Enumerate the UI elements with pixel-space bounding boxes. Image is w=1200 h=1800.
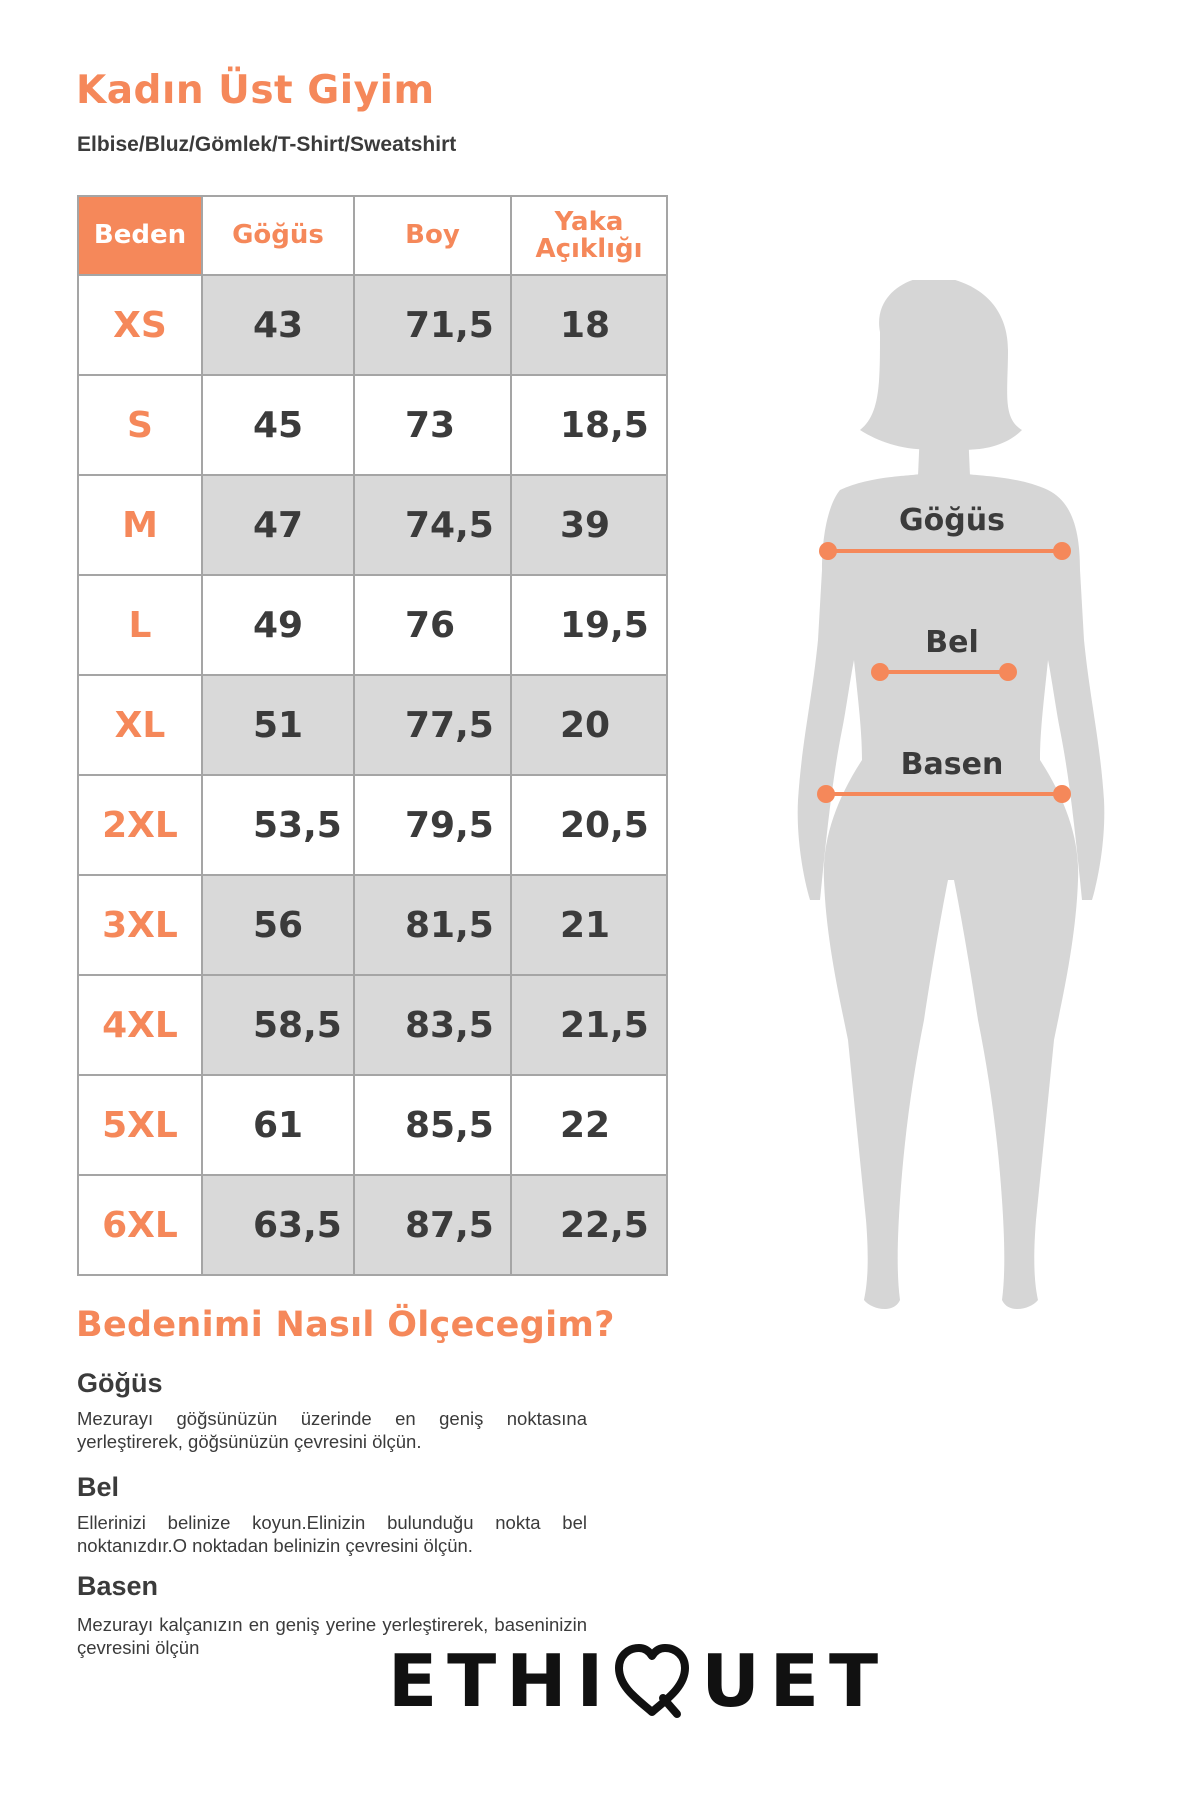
chest-label: Göğüs (899, 503, 1005, 538)
neck-cell: 21 (510, 874, 668, 976)
hip-heading: Basen (77, 1571, 159, 1601)
chest-measure-line (819, 542, 1071, 560)
length-cell: 71,5 (353, 274, 512, 376)
chest-cell: 47 (201, 474, 355, 576)
length-cell: 83,5 (353, 974, 512, 1076)
size-cell: 4XL (77, 974, 203, 1076)
table-row: 4XL 58,5 83,5 21,5 (77, 974, 668, 1076)
waist-instructions: Ellerinizi belinize koyun.Elinizin bulun… (77, 1512, 587, 1556)
chest-cell: 43 (201, 274, 355, 376)
size-cell: XS (77, 274, 203, 376)
table-row: S 45 73 18,5 (77, 374, 668, 476)
size-cell: 2XL (77, 774, 203, 876)
hip-label: Basen (901, 747, 1004, 782)
chest-cell: 56 (201, 874, 355, 976)
table-row: 2XL 53,5 79,5 20,5 (77, 774, 668, 876)
length-cell: 81,5 (353, 874, 512, 976)
page-subtitle: Elbise/Bluz/Gömlek/T-Shirt/Sweatshirt (77, 133, 457, 156)
neck-cell: 20,5 (510, 774, 668, 876)
chest-cell: 63,5 (201, 1174, 355, 1276)
size-cell: XL (77, 674, 203, 776)
table-row: XS 43 71,5 18 (77, 274, 668, 376)
size-cell: 5XL (77, 1074, 203, 1176)
heart-icon (615, 1644, 690, 1718)
silhouette-icon (797, 280, 1105, 1310)
length-cell: 74,5 (353, 474, 512, 576)
table-row: 5XL 61 85,5 22 (77, 1074, 668, 1176)
hip-instructions: Mezurayı kalçanızın en geniş yerine yerl… (77, 1614, 587, 1658)
chest-cell: 45 (201, 374, 355, 476)
table-row: M 47 74,5 39 (77, 474, 668, 576)
size-cell: L (77, 574, 203, 676)
brand-logo: ETHI UET (388, 1636, 888, 1726)
size-table: Beden Göğüs Boy Yaka Açıklığı XS 43 71,5… (77, 195, 668, 1276)
header-neck-opening: Yaka Açıklığı (510, 195, 668, 276)
length-cell: 76 (353, 574, 512, 676)
header-chest: Göğüs (201, 195, 355, 276)
howto-title: Bedenimi Nasıl Ölçecegim? (76, 1305, 615, 1345)
neck-cell: 39 (510, 474, 668, 576)
chest-heading: Göğüs (77, 1368, 163, 1398)
chest-cell: 61 (201, 1074, 355, 1176)
length-cell: 77,5 (353, 674, 512, 776)
length-cell: 73 (353, 374, 512, 476)
header-size: Beden (77, 195, 203, 276)
chest-cell: 53,5 (201, 774, 355, 876)
waist-measure-line (871, 663, 1017, 681)
neck-cell: 22,5 (510, 1174, 668, 1276)
brand-right: UET (701, 1639, 889, 1723)
body-silhouette: Göğüs Bel Basen (797, 280, 1105, 1310)
size-cell: 3XL (77, 874, 203, 976)
table-row: XL 51 77,5 20 (77, 674, 668, 776)
size-cell: S (77, 374, 203, 476)
table-row: L 49 76 19,5 (77, 574, 668, 676)
hip-measure-line (817, 785, 1071, 803)
chest-cell: 51 (201, 674, 355, 776)
brand-left: ETHI (388, 1639, 614, 1723)
table-header-row: Beden Göğüs Boy Yaka Açıklığı (77, 195, 668, 276)
length-cell: 79,5 (353, 774, 512, 876)
header-length: Boy (353, 195, 512, 276)
size-cell: 6XL (77, 1174, 203, 1276)
length-cell: 85,5 (353, 1074, 512, 1176)
neck-cell: 18,5 (510, 374, 668, 476)
neck-cell: 22 (510, 1074, 668, 1176)
chest-cell: 58,5 (201, 974, 355, 1076)
waist-heading: Bel (77, 1472, 120, 1502)
length-cell: 87,5 (353, 1174, 512, 1276)
page-title: Kadın Üst Giyim (76, 68, 435, 113)
neck-cell: 19,5 (510, 574, 668, 676)
neck-cell: 20 (510, 674, 668, 776)
size-cell: M (77, 474, 203, 576)
chest-cell: 49 (201, 574, 355, 676)
table-row: 3XL 56 81,5 21 (77, 874, 668, 976)
chest-instructions: Mezurayı göğsünüzün üzerinde en geniş no… (77, 1408, 587, 1452)
waist-label: Bel (925, 625, 979, 660)
neck-cell: 21,5 (510, 974, 668, 1076)
table-row: 6XL 63,5 87,5 22,5 (77, 1174, 668, 1276)
neck-cell: 18 (510, 274, 668, 376)
